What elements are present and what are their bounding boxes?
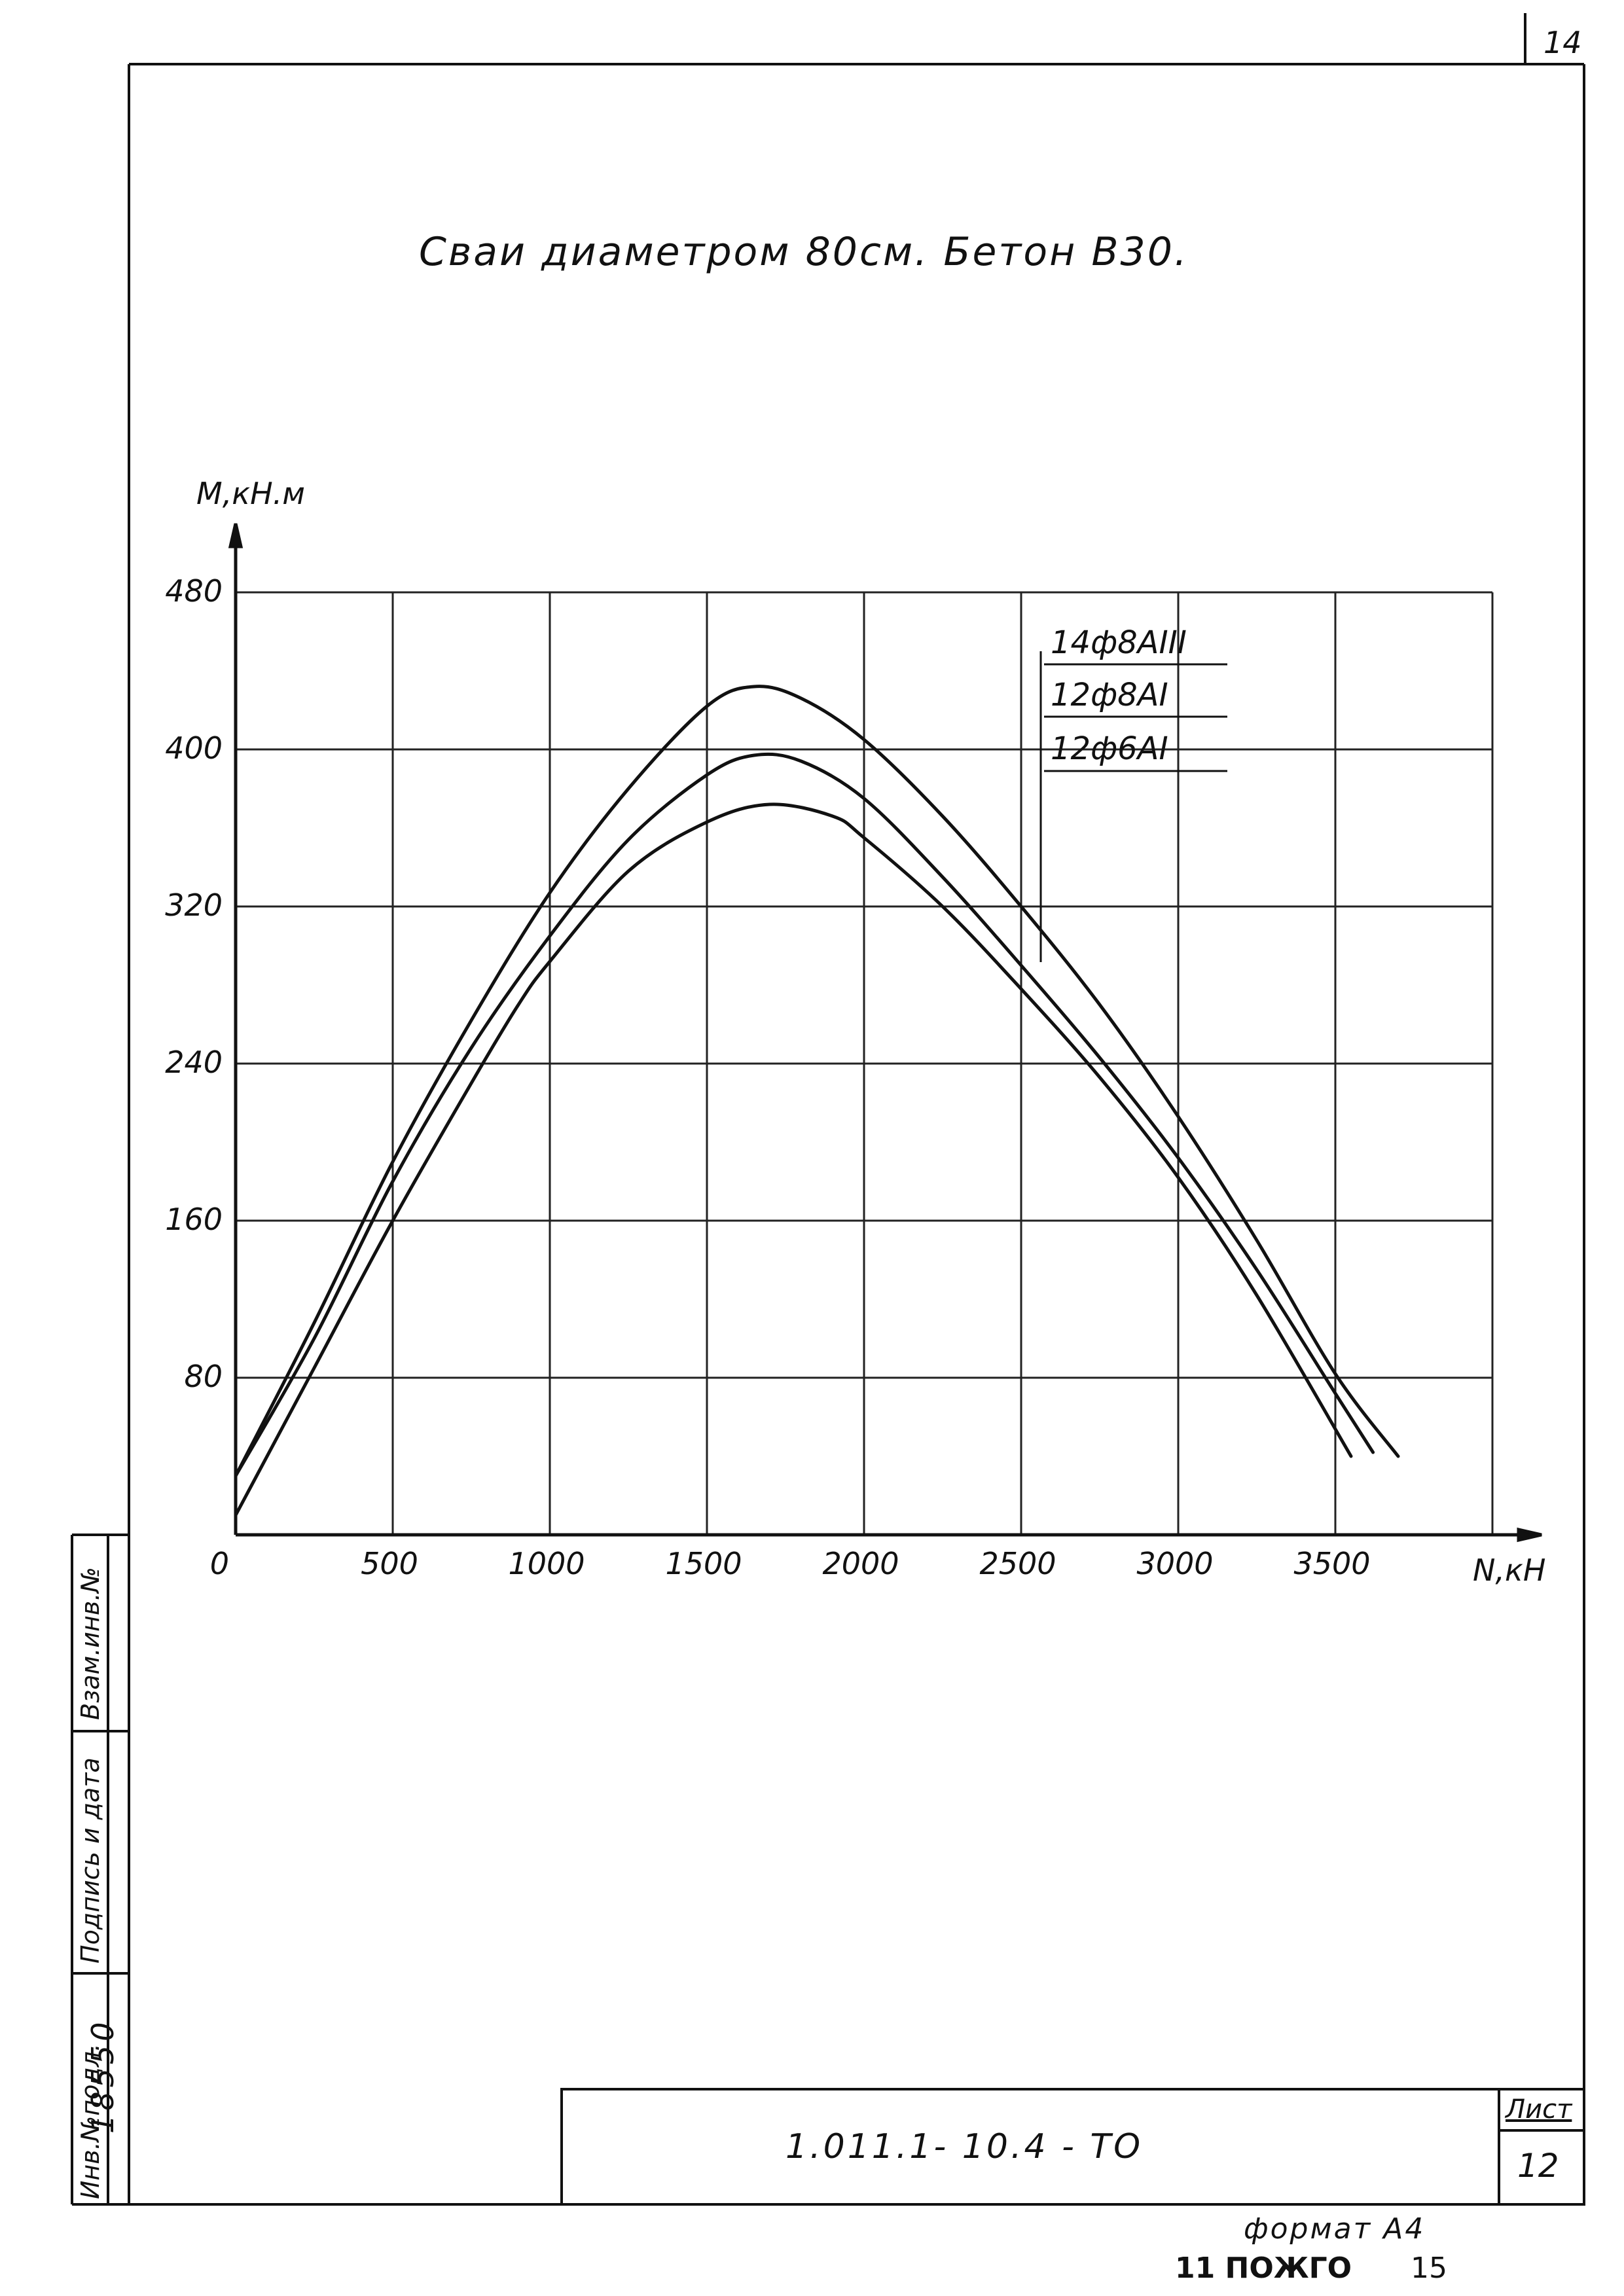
chart-axes <box>228 523 1542 1543</box>
x-tick-label: 3000 <box>1136 1546 1213 1581</box>
side-stamp-frame <box>71 1534 129 2204</box>
y-axis-label: M,кН.м <box>196 476 305 511</box>
x-tick-label: 1000 <box>508 1546 585 1581</box>
chart-series <box>234 685 1400 1517</box>
inventory-number: 18550 <box>85 2018 120 2134</box>
x-axis-label: N,кН <box>1473 1552 1545 1588</box>
x-tick-labels: 0 500 1000 1500 2000 2500 3000 3500 <box>210 1546 1371 1581</box>
chart-legend: 14ф8АIII 12ф8АI 12ф6АI <box>1039 624 1227 962</box>
x-tick-label: 0 <box>210 1546 229 1581</box>
chart: 0 500 1000 1500 2000 2500 3000 3500 80 160 240 320… <box>165 476 1545 1588</box>
x-tick-label: 2500 <box>979 1546 1056 1581</box>
series-line-1 <box>234 752 1375 1478</box>
y-tick-label: 400 <box>165 730 223 766</box>
y-tick-label: 240 <box>165 1045 223 1080</box>
side-label-podpis: Подпись и дата <box>76 1757 105 1964</box>
x-tick-label: 3500 <box>1293 1546 1370 1581</box>
x-tick-label: 1500 <box>665 1546 742 1581</box>
x-axis-arrow <box>1517 1527 1542 1543</box>
legend-entry-12f6a1: 12ф6АI <box>1051 730 1168 767</box>
page-title: Сваи диаметром 80см. Бетон В30. <box>419 229 1189 275</box>
sheet-frame <box>72 13 1585 2206</box>
legend-entry-12f8a1: 12ф8АI <box>1051 677 1168 713</box>
format-label: формат А4 <box>1244 2212 1426 2246</box>
chart-grid <box>236 591 1494 1535</box>
sheet-number: 12 <box>1517 2147 1559 2185</box>
sheet-label: Лист <box>1506 2094 1572 2125</box>
side-label-vzam: Взам.инв.№ <box>76 1567 105 1720</box>
x-tick-label: 2000 <box>822 1546 899 1581</box>
page-number-top: 14 <box>1543 25 1582 60</box>
series-line-2 <box>234 802 1353 1517</box>
stamp-left: 11 ПОЖГО <box>1175 2251 1352 2285</box>
x-tick-label: 500 <box>361 1546 418 1581</box>
stamp-right: 15 <box>1411 2251 1447 2285</box>
y-tick-label: 80 <box>184 1359 223 1394</box>
y-tick-label: 320 <box>165 888 223 923</box>
document-code: 1.011.1- 10.4 - ТО <box>785 2127 1144 2166</box>
y-tick-labels: 80 160 240 320 400 480 <box>165 573 223 1394</box>
title-block-frame <box>560 2088 1585 2206</box>
y-axis-arrow <box>228 523 244 548</box>
y-tick-label: 480 <box>165 573 223 609</box>
series-line-0 <box>234 685 1400 1478</box>
legend-entry-14f8a3: 14ф8АIII <box>1051 624 1187 661</box>
y-tick-label: 160 <box>165 1202 223 1237</box>
